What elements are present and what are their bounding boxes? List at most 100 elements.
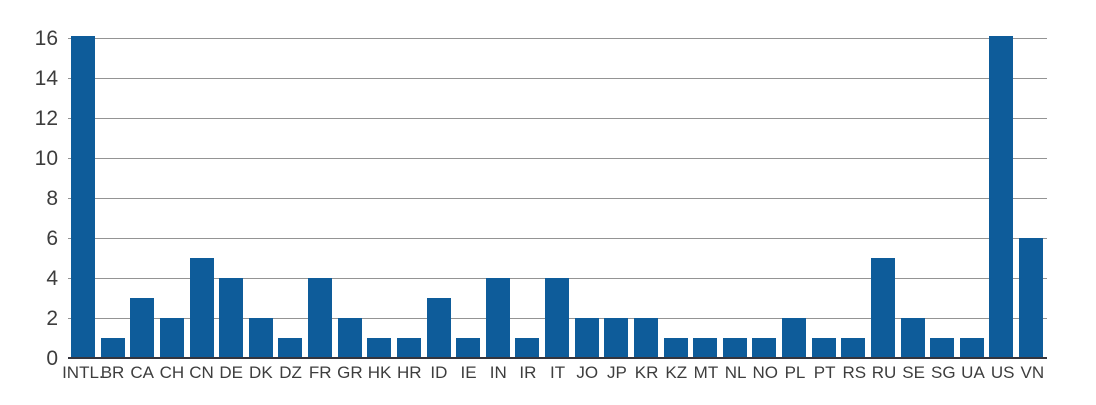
x-tick-label-hr: HR <box>396 363 422 382</box>
x-tick-label-se: SE <box>902 363 925 382</box>
bar-se <box>900 318 925 358</box>
x-slot-ca: CA <box>127 362 157 386</box>
x-slot-gr: GR <box>335 362 365 386</box>
x-tick-label-ie: IE <box>460 363 477 382</box>
x-tick-label-ir: IR <box>519 363 537 382</box>
bar-series <box>68 36 1047 358</box>
x-slot-br: BR <box>98 362 128 386</box>
y-tick-label-2: 2 <box>46 307 58 330</box>
y-tick-label-12: 12 <box>34 107 58 130</box>
gridline-8 <box>68 198 1047 199</box>
bar-ch <box>159 318 184 358</box>
x-slot-in: IN <box>483 362 513 386</box>
x-slot-fr: FR <box>305 362 335 386</box>
bar-rs <box>841 338 866 358</box>
y-tick-label-8: 8 <box>46 187 58 210</box>
x-tick-label-ru: RU <box>871 363 897 382</box>
gridline-16 <box>68 38 1047 39</box>
bar-ua <box>959 338 984 358</box>
x-tick-label-pl: PL <box>784 363 806 382</box>
plot-area <box>68 36 1047 359</box>
bar-dk <box>248 318 273 358</box>
x-tick-label-gr: GR <box>337 363 363 382</box>
y-tick-label-0: 0 <box>46 347 58 370</box>
x-tick-label-ch: CH <box>159 363 185 382</box>
bar-gr <box>337 318 362 358</box>
x-slot-rs: RS <box>839 362 869 386</box>
x-tick-label-in: IN <box>489 363 507 382</box>
bar-pt <box>811 338 836 358</box>
bar-kr <box>633 318 658 358</box>
y-tick-label-6: 6 <box>46 227 58 250</box>
bar-ie <box>456 338 481 358</box>
gridline-6 <box>68 238 1047 239</box>
bar-de <box>219 278 244 358</box>
x-tick-label-de: DE <box>219 363 243 382</box>
x-slot-ru: RU <box>869 362 899 386</box>
bar-id <box>426 298 451 358</box>
x-slot-de: DE <box>216 362 246 386</box>
x-tick-label-pt: PT <box>813 363 836 382</box>
bar-sg <box>930 338 955 358</box>
x-tick-label-us: US <box>990 363 1015 382</box>
x-tick-label-kr: KR <box>634 363 659 382</box>
x-slot-it: IT <box>543 362 573 386</box>
bar-dz <box>278 338 303 358</box>
x-slot-ua: UA <box>958 362 988 386</box>
x-tick-label-dz: DZ <box>279 363 302 382</box>
bar-it <box>545 278 569 358</box>
x-tick-label-cn: CN <box>189 363 214 382</box>
bar-fr <box>308 278 332 358</box>
bar-mt <box>693 338 718 358</box>
bar-pl <box>782 318 806 358</box>
y-tick-label-4: 4 <box>46 267 58 290</box>
x-axis: INTL. BR CA CH CN DE DK DZ FR GR HK HR ID IE IN IR IT JO J… <box>62 362 1047 386</box>
x-tick-label-jp: JP <box>607 363 627 382</box>
x-slot-no: NO <box>750 362 780 386</box>
x-tick-label-intl: INTL. <box>62 363 104 382</box>
bar-vn <box>1019 238 1043 358</box>
x-slot-us: US <box>988 362 1018 386</box>
bar-br <box>100 338 125 358</box>
x-tick-label-fr: FR <box>308 363 332 382</box>
gridline-10 <box>68 158 1047 159</box>
x-tick-label-sg: SG <box>931 363 956 382</box>
x-slot-se: SE <box>899 362 929 386</box>
x-slot-pt: PT <box>810 362 840 386</box>
x-slot-kr: KR <box>632 362 662 386</box>
x-slot-intl: INTL. <box>62 362 104 386</box>
x-tick-label-it: IT <box>550 363 566 382</box>
bar-intl <box>71 36 95 358</box>
x-tick-label-ua: UA <box>961 363 985 382</box>
bar-in <box>485 278 510 358</box>
x-slot-sg: SG <box>928 362 958 386</box>
bar-us <box>989 36 1014 358</box>
y-axis: 0 2 4 6 8 10 12 14 16 <box>0 0 58 405</box>
y-tick-label-16: 16 <box>34 27 58 50</box>
x-slot-cn: CN <box>187 362 217 386</box>
x-tick-label-rs: RS <box>842 363 867 382</box>
x-slot-kz: KZ <box>661 362 691 386</box>
x-slot-jp: JP <box>602 362 632 386</box>
x-slot-ir: IR <box>513 362 543 386</box>
y-tick-label-14: 14 <box>34 67 58 90</box>
x-axis-line <box>68 357 1047 359</box>
x-tick-label-no: NO <box>752 363 779 382</box>
x-slot-pl: PL <box>780 362 810 386</box>
gridline-12 <box>68 118 1047 119</box>
x-slot-mt: MT <box>691 362 721 386</box>
x-slot-ie: IE <box>454 362 484 386</box>
y-tick-label-10: 10 <box>34 147 58 170</box>
bar-no <box>752 338 777 358</box>
x-slot-nl: NL <box>721 362 751 386</box>
x-slot-hr: HR <box>394 362 424 386</box>
x-tick-label-jo: JO <box>576 363 599 382</box>
x-slot-jo: JO <box>572 362 602 386</box>
x-slot-id: ID <box>424 362 454 386</box>
x-tick-label-hk: HK <box>367 363 392 382</box>
bar-hk <box>367 338 392 358</box>
bar-ru <box>870 258 895 358</box>
x-tick-label-vn: VN <box>1020 363 1045 382</box>
bar-jo <box>574 318 599 358</box>
bar-cn <box>189 258 214 358</box>
